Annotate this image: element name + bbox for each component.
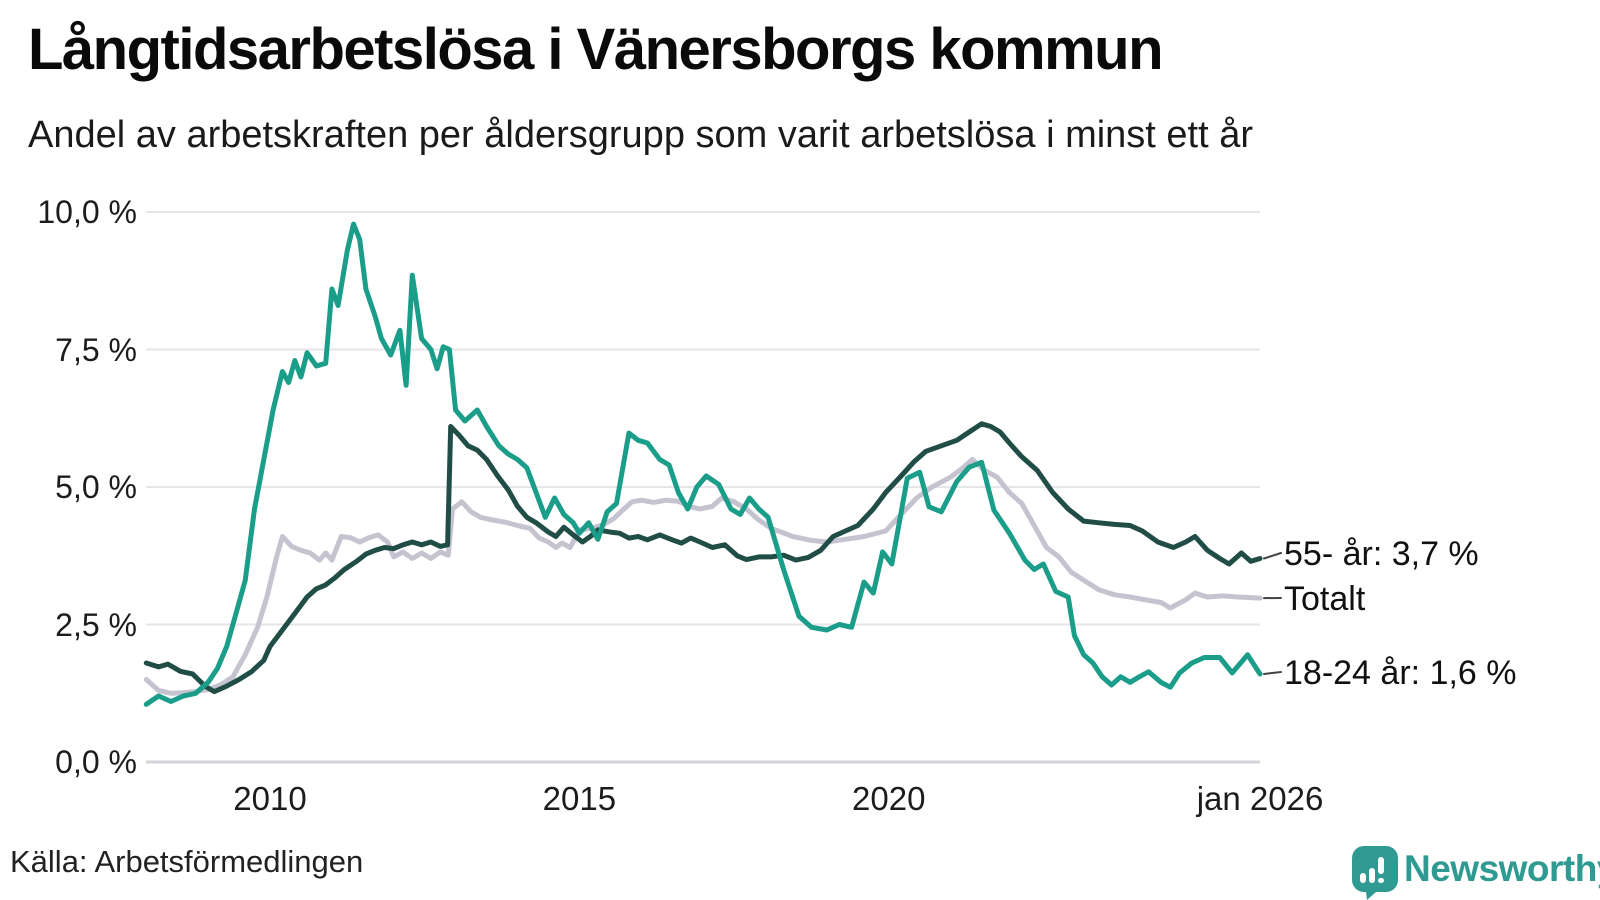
y-tick-label: 5,0 %: [55, 469, 137, 505]
end-label-totalt: Totalt: [1284, 580, 1366, 618]
x-tick-label: jan 2026: [1196, 780, 1324, 817]
page-subtitle: Andel av arbetskraften per åldersgrupp s…: [28, 114, 1254, 156]
page-title: Långtidsarbetslösa i Vänersborgs kommun: [28, 17, 1164, 82]
y-tick-label: 2,5 %: [55, 606, 137, 643]
x-tick-label: 2010: [233, 780, 307, 817]
x-tick-label: 2020: [852, 780, 926, 817]
label-connector: [1263, 552, 1282, 560]
end-label-18-24: 18-24 år: 1,6 %: [1284, 654, 1517, 692]
series-line-totalt: [143, 457, 1263, 696]
y-tick-label: 0,0 %: [55, 744, 137, 780]
series-line-55-r: [143, 421, 1263, 695]
newsworthy-logo-text: Newsworthy: [1404, 848, 1600, 889]
x-tick-label: 2015: [542, 780, 617, 817]
y-tick-label: 7,5 %: [55, 331, 137, 368]
source-note: Källa: Arbetsförmedlingen: [10, 844, 364, 879]
newsworthy-logo-icon: [1352, 846, 1398, 900]
y-tick-label: 10,0 %: [37, 194, 137, 230]
label-connector: [1263, 671, 1282, 675]
end-label-55: 55- år: 3,7 %: [1284, 535, 1479, 573]
series-line-18-24-r: [143, 221, 1263, 707]
